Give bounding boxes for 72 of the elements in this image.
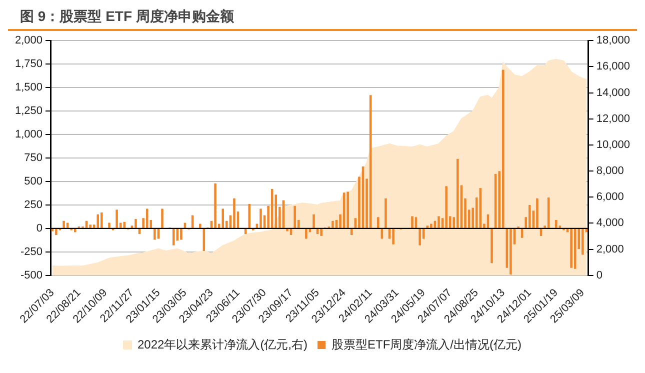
bar bbox=[116, 210, 118, 228]
bar bbox=[418, 228, 421, 246]
y-tick-label: 1,750 bbox=[14, 58, 43, 70]
bar bbox=[438, 216, 440, 228]
bar bbox=[414, 217, 418, 228]
legend-label: 2022年以来累计净流入(亿元,右) bbox=[137, 337, 308, 352]
bar bbox=[248, 204, 251, 228]
y2-tick-label: 0 bbox=[596, 269, 602, 282]
bar bbox=[350, 228, 353, 236]
bar bbox=[411, 216, 414, 228]
bar bbox=[445, 186, 448, 228]
y-tick-label: -500 bbox=[20, 269, 43, 282]
y-tick-label: 1,000 bbox=[14, 128, 43, 141]
bar bbox=[510, 228, 512, 274]
y2-tick-label: 4,000 bbox=[596, 217, 624, 230]
bar bbox=[384, 198, 387, 228]
y-tick-label: 0 bbox=[36, 222, 43, 234]
chart-title: 图 9：股票型 ETF 周度净申购金额 bbox=[8, 8, 637, 31]
bar bbox=[222, 208, 224, 228]
bar bbox=[312, 214, 315, 228]
bar bbox=[502, 70, 504, 228]
bar bbox=[320, 228, 322, 236]
y-tick-label: 2,000 bbox=[14, 34, 43, 47]
bar bbox=[536, 198, 538, 228]
y2-tick-label: 16,000 bbox=[596, 60, 630, 73]
y2-tick-label: 18,000 bbox=[596, 34, 630, 47]
bar bbox=[161, 208, 164, 228]
bar bbox=[555, 220, 558, 228]
bar bbox=[89, 224, 92, 228]
y2-tick-label: 6,000 bbox=[596, 191, 624, 204]
bar bbox=[305, 228, 308, 239]
bar bbox=[233, 198, 236, 228]
y-tick-label: 250 bbox=[24, 198, 43, 211]
bar bbox=[74, 228, 76, 232]
bar bbox=[332, 220, 334, 228]
bar bbox=[62, 220, 65, 228]
bar bbox=[377, 217, 380, 228]
bar bbox=[96, 214, 100, 228]
bar bbox=[570, 228, 572, 268]
y2-tick-label: 10,000 bbox=[596, 138, 630, 151]
y-tick-label: 1,500 bbox=[14, 82, 43, 94]
y-tick-label: 1,250 bbox=[14, 105, 43, 118]
bar bbox=[528, 204, 531, 228]
bar bbox=[108, 222, 110, 228]
bar bbox=[180, 228, 182, 240]
bar bbox=[100, 212, 103, 228]
bar bbox=[123, 222, 126, 228]
bar bbox=[286, 228, 288, 232]
bar bbox=[294, 206, 296, 228]
bar bbox=[582, 228, 584, 255]
bar bbox=[380, 228, 384, 239]
y2-tick-label: 12,000 bbox=[596, 112, 630, 125]
bar bbox=[55, 228, 58, 236]
bar bbox=[154, 228, 156, 240]
bar bbox=[392, 228, 394, 244]
y-tick-label: -250 bbox=[20, 246, 43, 258]
bar bbox=[456, 158, 459, 228]
y-tick-label: 500 bbox=[24, 176, 43, 188]
bar bbox=[260, 208, 262, 228]
bar bbox=[430, 224, 432, 228]
bar bbox=[490, 228, 493, 264]
bar bbox=[214, 183, 216, 228]
y2-tick-label: 14,000 bbox=[596, 86, 630, 99]
bar bbox=[199, 224, 202, 228]
bar bbox=[157, 228, 160, 239]
y-tick-label: 750 bbox=[24, 152, 43, 164]
y2-tick-label: 2,000 bbox=[596, 243, 624, 256]
y2-tick-label: 8,000 bbox=[596, 165, 624, 178]
bar bbox=[134, 219, 137, 228]
bar bbox=[346, 192, 349, 228]
bar bbox=[172, 228, 175, 246]
legend-label: 股票型ETF周度净流入/出情况(亿元) bbox=[332, 337, 522, 352]
